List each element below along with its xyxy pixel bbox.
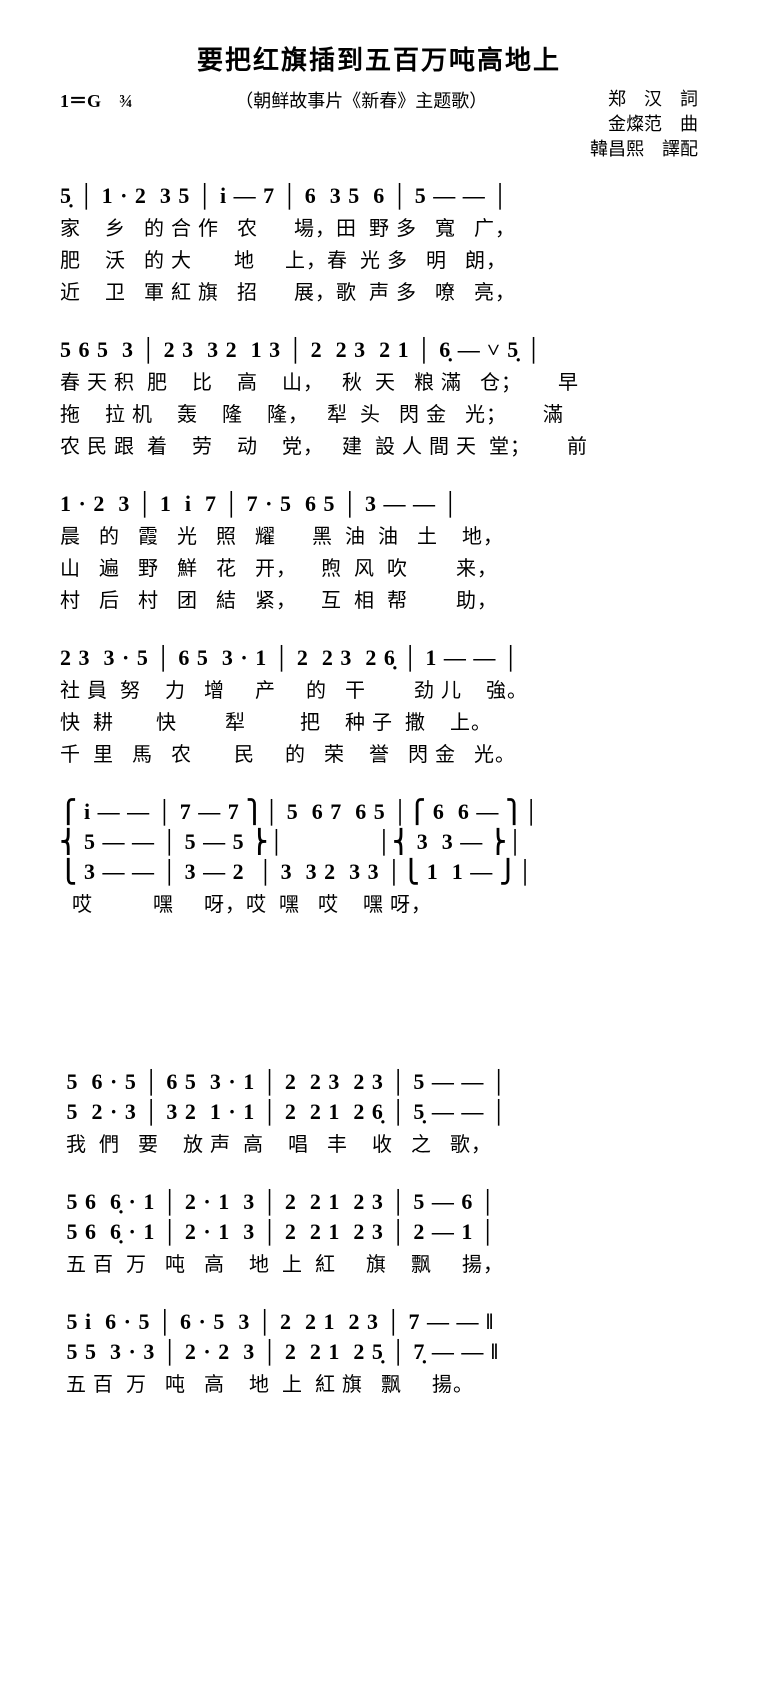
staff-system-4: 2 3 3 · 5 │ 6 5 3 · 1 │ 2 2 3 2 6̣ │ 1 —…: [60, 645, 698, 771]
notation-line: 1 · 2 3 │ 1 i 7 │ 7 · 5 6 5 │ 3 — — │: [60, 491, 698, 517]
key-signature: 1＝G ¾: [60, 87, 133, 113]
lyric-verse-3: 千 里 馬 农 民 的 荣 誉 閃 金 光。: [60, 739, 698, 771]
notation-voice-1: 5 6 6̣ · 1 │ 2 · 1 3 │ 2 2 1 2 3 │ 5 — 6…: [60, 1189, 698, 1215]
lyric-verse-1: 晨 的 霞 光 照 耀 黑 油 油 土 地，: [60, 521, 698, 553]
notation-voice-2: 5 5 3 · 3 │ 2 · 2 3 │ 2 2 1 2 5̣ │ 7̣ — …: [60, 1339, 698, 1365]
page-break-gap: [60, 949, 698, 1069]
lyric-verse-2: 山 遍 野 鮮 花 开， 煦 风 吹 来，: [60, 553, 698, 585]
lyric-line: 五 百 万 吨 高 地 上 紅 旗 飘 揚，: [60, 1249, 698, 1281]
staff-system-8: 5 i 6 · 5 │ 6 · 5 3 │ 2 2 1 2 3 │ 7 — — …: [60, 1309, 698, 1401]
lyric-line: 我 們 要 放 声 高 唱 丰 收 之 歌，: [60, 1129, 698, 1161]
notation-line: 5̣ │ 1 · 2 3 5 │ i — 7 │ 6 3 5 6 │ 5 — —…: [60, 183, 698, 209]
lyric-verse-2: 快 耕 快 犁 把 种 子 撒 上。: [60, 707, 698, 739]
lyric-verse-1: 社 員 努 力 增 产 的 干 劲 儿 強。: [60, 675, 698, 707]
notation-voice-1: 5 i 6 · 5 │ 6 · 5 3 │ 2 2 1 2 3 │ 7 — — …: [60, 1309, 698, 1335]
lyric-verse-3: 近 卫 軍 紅 旗 招 展，歌 声 多 嘹 亮，: [60, 277, 698, 309]
notation-voice-2: 5 2 · 3 │ 3 2 1 · 1 │ 2 2 1 2 6̣ │ 5̣ — …: [60, 1099, 698, 1125]
staff-system-3: 1 · 2 3 │ 1 i 7 │ 7 · 5 6 5 │ 3 — — │ 晨 …: [60, 491, 698, 617]
credit-lyricist: 郑 汉 詞: [590, 87, 698, 112]
notation-voice-1: ⎧ i — — │ 7 — 7 ⎫│ 5 6 7 6 5 │⎧ 6 6 — ⎫│: [60, 799, 698, 825]
notation-line: 5 6 5 3 │ 2 3 3 2 1 3 │ 2 2 3 2 1 │ 6̣ —…: [60, 337, 698, 363]
lyric-verse-2: 拖 拉 机 轰 隆 隆， 犁 头 閃 金 光； 滿: [60, 399, 698, 431]
lyric-line: 哎 嘿 呀，哎 嘿 哎 嘿 呀，: [60, 889, 698, 921]
lyric-verse-3: 农 民 跟 着 劳 动 党， 建 設 人 間 天 堂； 前: [60, 431, 698, 463]
staff-system-6: 5 6 · 5 │ 6 5 3 · 1 │ 2 2 3 2 3 │ 5 — — …: [60, 1069, 698, 1161]
score-title: 要把红旗插到五百万吨高地上: [60, 40, 698, 77]
staff-system-7: 5 6 6̣ · 1 │ 2 · 1 3 │ 2 2 1 2 3 │ 5 — 6…: [60, 1189, 698, 1281]
notation-voice-3: ⎩ 3 — — │ 3 — 2 │ 3 3 2 3 3 │⎩ 1 1 — ⎭│: [60, 859, 698, 885]
notation-line: 2 3 3 · 5 │ 6 5 3 · 1 │ 2 2 3 2 6̣ │ 1 —…: [60, 645, 698, 671]
score-metadata: 1＝G ¾ （朝鲜故事片《新春》主题歌） 郑 汉 詞 金燦范 曲 韓昌熙 譯配: [60, 87, 698, 163]
lyric-verse-3: 村 后 村 团 結 紧， 互 相 帮 助，: [60, 585, 698, 617]
staff-system-5: ⎧ i — — │ 7 — 7 ⎫│ 5 6 7 6 5 │⎧ 6 6 — ⎫│…: [60, 799, 698, 921]
lyric-verse-1: 春 天 积 肥 比 高 山， 秋 天 粮 滿 仓； 早: [60, 367, 698, 399]
staff-system-2: 5 6 5 3 │ 2 3 3 2 1 3 │ 2 2 3 2 1 │ 6̣ —…: [60, 337, 698, 463]
notation-voice-2: ⎨ 5 — — │ 5 — 5 ⎬│ │⎨ 3 3 — ⎬│: [60, 829, 698, 855]
credits: 郑 汉 詞 金燦范 曲 韓昌熙 譯配: [590, 87, 698, 163]
credit-composer: 金燦范 曲: [590, 112, 698, 137]
notation-voice-2: 5 6 6̣ · 1 │ 2 · 1 3 │ 2 2 1 2 3 │ 2 — 1…: [60, 1219, 698, 1245]
score-subtitle: （朝鲜故事片《新春》主题歌）: [133, 87, 590, 113]
credit-translator: 韓昌熙 譯配: [590, 137, 698, 162]
lyric-verse-2: 肥 沃 的 大 地 上，春 光 多 明 朗，: [60, 245, 698, 277]
lyric-verse-1: 家 乡 的 合 作 农 場，田 野 多 寬 广，: [60, 213, 698, 245]
lyric-line: 五 百 万 吨 高 地 上 紅 旗 飘 揚。: [60, 1369, 698, 1401]
staff-system-1: 5̣ │ 1 · 2 3 5 │ i — 7 │ 6 3 5 6 │ 5 — —…: [60, 183, 698, 309]
notation-voice-1: 5 6 · 5 │ 6 5 3 · 1 │ 2 2 3 2 3 │ 5 — — …: [60, 1069, 698, 1095]
